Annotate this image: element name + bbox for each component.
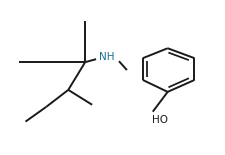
Text: HO: HO bbox=[151, 115, 167, 125]
Text: NH: NH bbox=[99, 52, 114, 62]
